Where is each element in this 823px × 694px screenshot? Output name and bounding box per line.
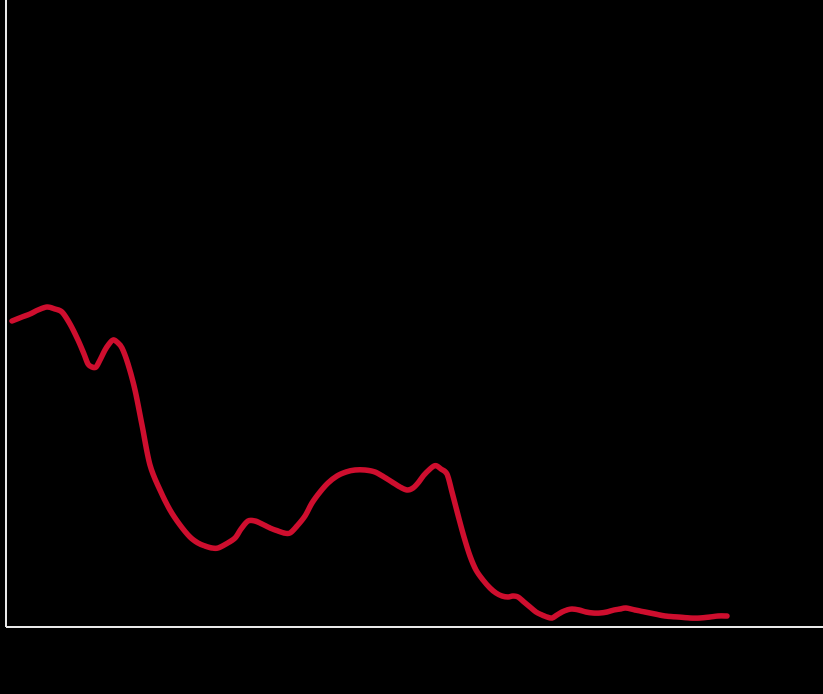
data-line-series-1 <box>9 304 730 621</box>
